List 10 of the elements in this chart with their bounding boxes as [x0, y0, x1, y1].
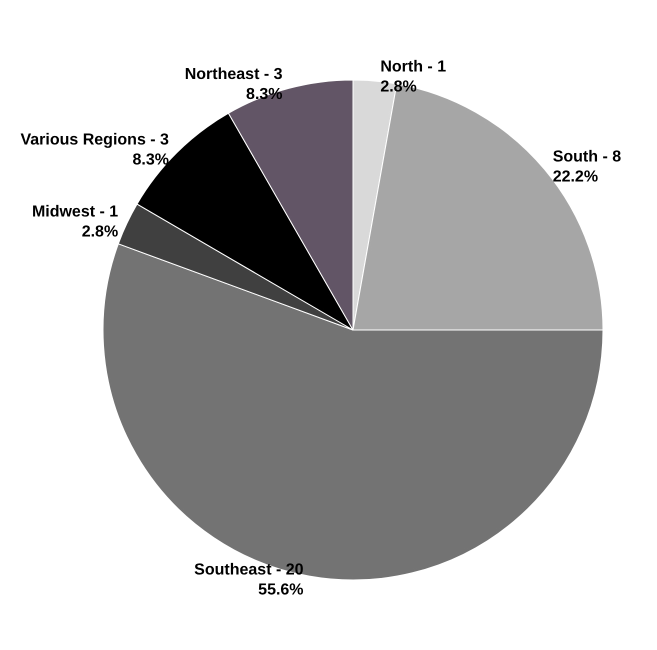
slice-label: North - 1	[380, 58, 446, 76]
data-label: 55.6%	[258, 582, 304, 599]
slice-label: Various Regions - 3	[20, 131, 170, 148]
slice-label: South - 8	[552, 148, 622, 166]
data-label: 2.8%	[380, 78, 417, 96]
data-label: 2.8%	[82, 223, 118, 240]
slice-label: Midwest - 1	[32, 203, 118, 220]
data-label: 8.3%	[132, 151, 169, 168]
slice-label: Northeast - 3	[184, 66, 283, 84]
data-label: 22.2%	[552, 168, 598, 186]
